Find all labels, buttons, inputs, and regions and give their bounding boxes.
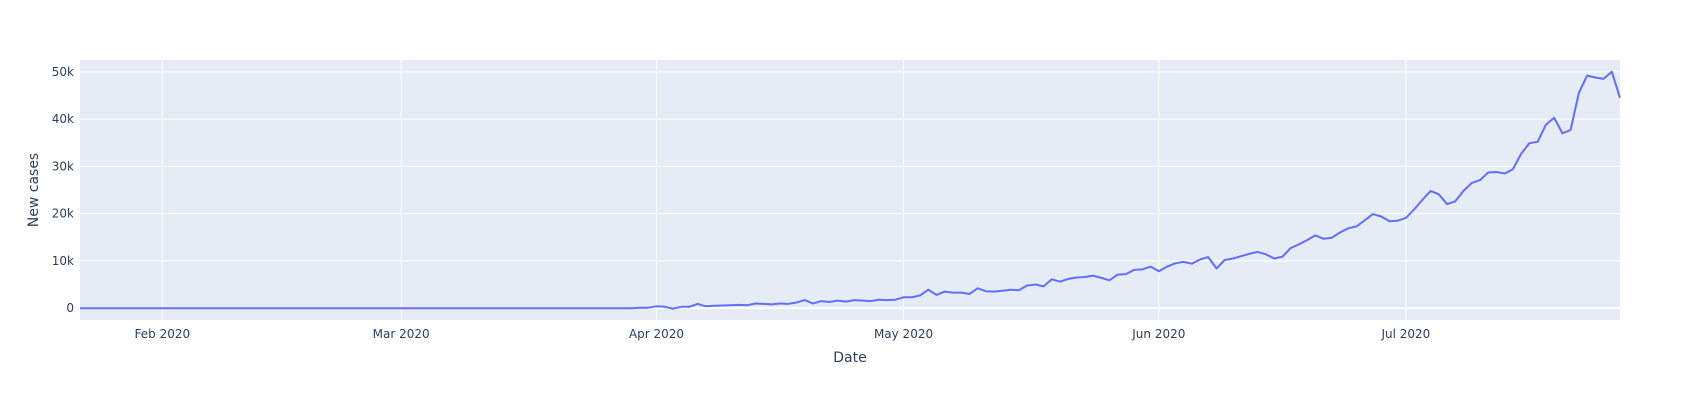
series-layer: [80, 70, 1621, 310]
y-tick-labels: 0 10k 20k 30k 40k 50k: [52, 65, 74, 315]
x-tick-labels: Feb 2020 Mar 2020 Apr 2020 May 2020 Jun 2020…: [135, 327, 1431, 341]
y-tick-label: 40k: [52, 112, 74, 126]
y-tick-label: 0: [66, 301, 74, 315]
x-tick-label: Jul 2020: [1380, 327, 1430, 341]
plot-background: [80, 60, 1620, 320]
x-tick-label: Apr 2020: [629, 327, 684, 341]
y-tick-label: 50k: [52, 65, 74, 79]
x-tick-label: Mar 2020: [373, 327, 430, 341]
x-tick-label: Jun 2020: [1131, 327, 1185, 341]
y-axis-title: New cases: [26, 153, 42, 227]
x-axis-title: Date: [833, 350, 866, 366]
x-tick-label: May 2020: [874, 327, 933, 341]
y-tick-label: 20k: [52, 207, 74, 221]
series-line: [80, 70, 1621, 310]
y-tick-label: 30k: [52, 159, 74, 173]
x-gridlines: [161, 60, 1407, 320]
y-tick-label: 10k: [52, 254, 74, 268]
x-tick-label: Feb 2020: [135, 327, 191, 341]
